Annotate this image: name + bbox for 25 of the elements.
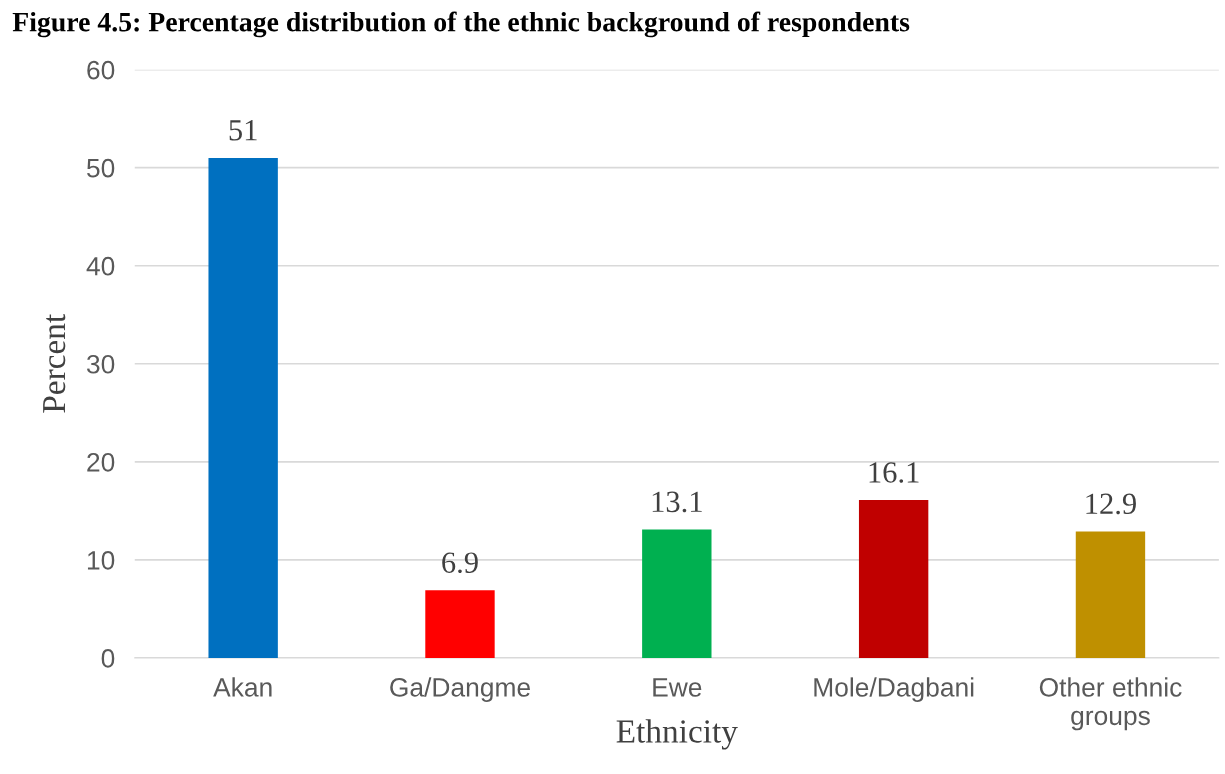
chart-title: Figure 4.5: Percentage distribution of the ethnic background of respondents — [12, 11, 910, 38]
y-axis-title: Percent — [43, 314, 66, 413]
y-tick-label: 60 — [87, 60, 115, 80]
x-tick-label: Ga/Dangme — [390, 677, 530, 702]
data-label: 16.1 — [869, 462, 919, 483]
bar — [425, 590, 495, 658]
data-label: 13.1 — [652, 491, 702, 513]
bar — [858, 500, 929, 658]
y-tick-label: 30 — [86, 354, 115, 374]
bar — [208, 157, 278, 658]
x-tick-label: Mole/Dagbani — [814, 677, 974, 702]
x-axis-title: Ethnicity — [616, 719, 738, 750]
x-tick-label: Akan — [213, 677, 272, 697]
y-tick-label: 0 — [101, 649, 115, 668]
y-tick-label: 10 — [87, 550, 115, 570]
data-label: 12.9 — [1086, 493, 1136, 515]
data-label: 6.9 — [442, 552, 478, 574]
bar — [642, 529, 712, 658]
x-tick-label: Ewe — [653, 678, 702, 697]
y-tick-label: 20 — [87, 452, 115, 472]
data-label: 51 — [229, 120, 257, 141]
y-tick-label: 40 — [86, 256, 115, 276]
x-tick-label: Other ethnic groups — [1039, 677, 1182, 731]
y-tick-label: 50 — [87, 158, 115, 178]
bar — [1075, 531, 1146, 658]
